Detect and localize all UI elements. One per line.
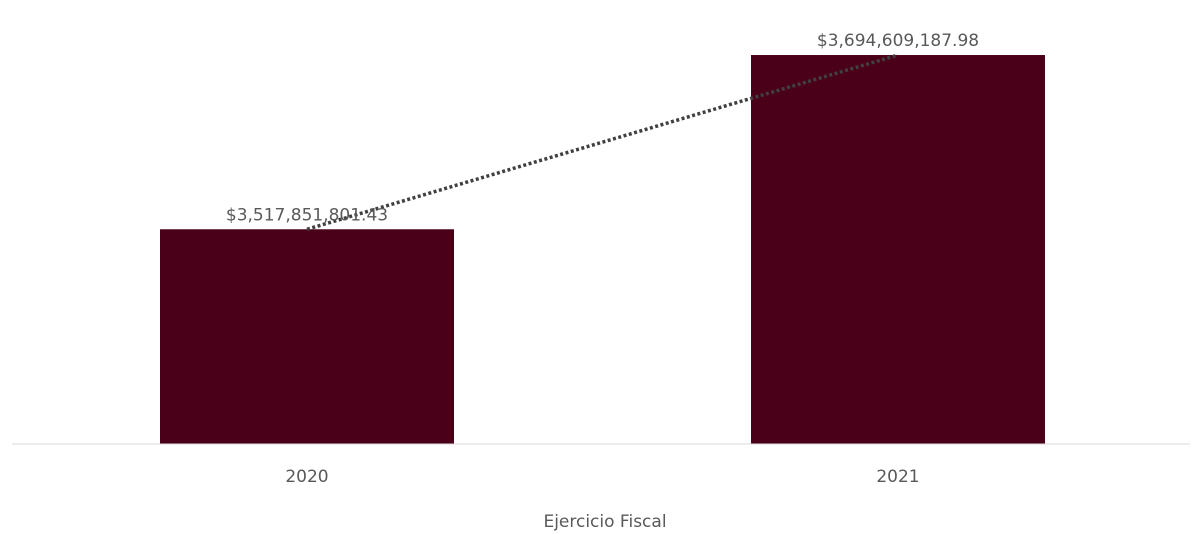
x-tick-label-2020: 2020 [285,467,328,487]
ticks-layer: 2020 2021 [285,467,919,487]
x-axis-title: Ejercicio Fiscal [543,512,666,532]
bars-layer [160,55,1045,445]
x-tick-label-2021: 2021 [876,467,919,487]
labels-layer: $3,517,851,801.43 $3,694,609,187.98 [226,31,979,225]
data-label-2021: $3,694,609,187.98 [817,31,979,51]
data-label-2020: $3,517,851,801.43 [226,205,388,225]
bar-2020 [160,229,454,444]
trendline [306,53,899,231]
bar-2021 [751,55,1045,445]
